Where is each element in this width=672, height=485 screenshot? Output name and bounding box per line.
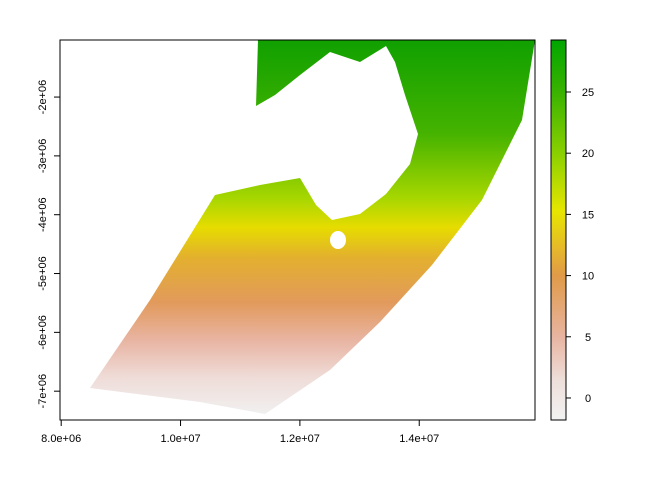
colorbar-tick-label: 0 bbox=[585, 393, 591, 405]
y-tick-label: -3e+06 bbox=[37, 139, 49, 174]
axes: 8.0e+06 1.0e+07 1.2e+07 1.4e+07 -2e+06 -3e+06… bbox=[37, 80, 594, 445]
colorbar-tick-label: 15 bbox=[582, 209, 594, 221]
plot-frame bbox=[59, 39, 536, 421]
x-tick-label: 1.0e+07 bbox=[161, 433, 201, 445]
x-tick-label: 1.4e+07 bbox=[399, 433, 439, 445]
y-tick-label: -6e+06 bbox=[37, 315, 49, 350]
raster-field bbox=[90, 40, 535, 414]
x-tick-label: 8.0e+06 bbox=[41, 433, 81, 445]
y-tick-label: -5e+06 bbox=[37, 256, 49, 291]
colorbar-tick-label: 5 bbox=[585, 332, 591, 344]
colorbar bbox=[550, 39, 567, 421]
y-tick-label: -4e+06 bbox=[37, 197, 49, 232]
y-tick-label: -2e+06 bbox=[37, 80, 49, 115]
y-tick-label: -7e+06 bbox=[37, 374, 49, 409]
x-tick-label: 1.2e+07 bbox=[280, 433, 320, 445]
tasmania bbox=[330, 231, 346, 249]
colorbar-tick-label: 10 bbox=[582, 271, 594, 283]
colorbar-tick-label: 25 bbox=[582, 87, 594, 99]
colorbar-tick-label: 20 bbox=[582, 148, 594, 160]
